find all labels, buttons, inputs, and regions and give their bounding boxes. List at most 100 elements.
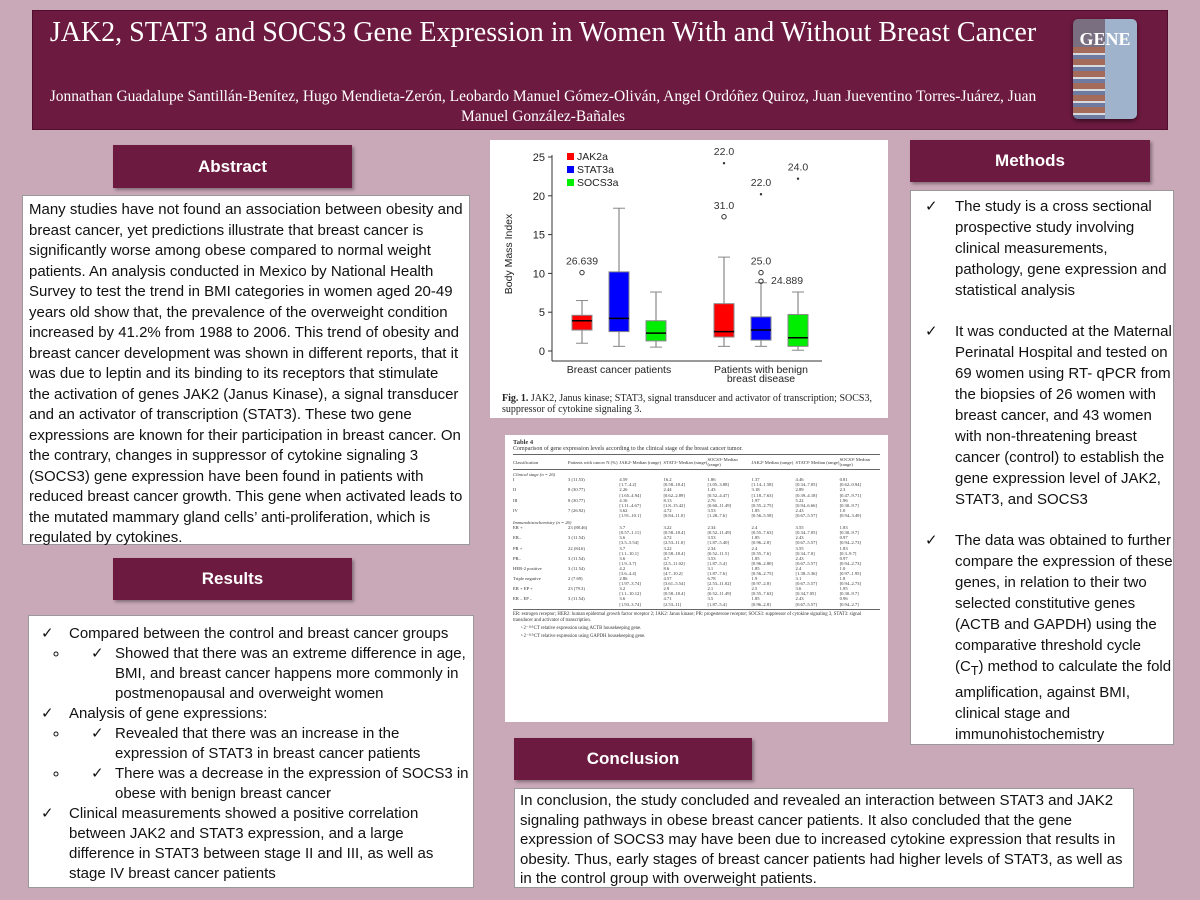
- table-row: II 8 (30.77) 2.26 [1.65–4.94] 2.44 [0.62–2.89…: [513, 487, 880, 497]
- logo-text: GENE: [1079, 29, 1131, 49]
- table-cell: 3.62 [1.91–10.1]: [619, 507, 641, 518]
- table-cell: 3.18 [1.18–7.63]: [751, 487, 773, 498]
- table-note-b: ᵇ 2⁻ᐞᐞCT relative expression using GAPDH…: [521, 633, 646, 639]
- legend-label: SOCS3a: [577, 177, 619, 189]
- column-header: STAT3ᵇ Median (range): [795, 453, 840, 471]
- table-cell: 3.2 [1.1–10.12]: [619, 586, 641, 597]
- y-tick-label: 0: [539, 346, 545, 358]
- checkmark-icon: ✓: [41, 705, 54, 722]
- table-title: Table 4: [513, 439, 534, 446]
- table-row: Triple negative 2 (7.69) 2.86 [1.97–3.74] 4.…: [513, 576, 880, 586]
- y-tick-label: 25: [533, 152, 545, 164]
- table-cell: 6.78 [2.53–11.02]: [707, 576, 732, 587]
- figure-caption: Fig. 1. JAK2, Janus kinase; STAT3, signa…: [502, 393, 882, 415]
- poster-header: JAK2, STAT3 and SOCS3 Gene Expression in…: [32, 10, 1168, 130]
- results-item-text: Clinical measurements showed a positive …: [69, 805, 434, 882]
- table-cell: 2.44 [0.62–2.89]: [663, 487, 685, 498]
- outlier-point: [721, 214, 727, 220]
- table-cell: 3 (11.54): [568, 535, 585, 541]
- table-cell: 2.86 [1.97–3.74]: [619, 576, 641, 587]
- outlier-label: 26.639: [566, 256, 598, 268]
- table-cell: 3 (11.54): [568, 565, 585, 571]
- y-tick-label: 15: [533, 230, 545, 242]
- figure-boxplot: 0 5 10 15 20 25 Body Mass Index Breast cancer p…: [490, 140, 888, 418]
- column-header: JAK2ᵇ Median (range): [751, 453, 796, 471]
- table-cell: 3.53 [1.87–5.40]: [707, 535, 729, 546]
- table-group-row: Clinical stage (n = 26): [513, 470, 880, 478]
- table-row: PR– 3 (11.54) 3.6 [1.9–3.7] 4.7 [2.5–11.02] 3.…: [513, 556, 880, 566]
- table-cell: 4.72 [0.84–11.0]: [663, 507, 685, 518]
- column-header: SOCS3ᵃ Median (range): [707, 453, 752, 471]
- poster-authors: Jonnathan Guadalupe Santillán-Benítez, H…: [49, 88, 1037, 125]
- table-cell: 22 (84.6): [568, 545, 585, 551]
- checkmark-icon: ✓: [91, 645, 104, 662]
- checkmark-icon: ✓: [925, 198, 938, 215]
- table-cell: 2.5 [0.55–7.63]: [751, 586, 773, 597]
- table-cell: 2.1 [0.52–11.49]: [707, 586, 732, 597]
- column-header: Classification: [513, 453, 569, 471]
- table-cell: 3.5 [1.87–5.4]: [707, 596, 752, 610]
- table-cell: 1.9 [0.97–2.8]: [751, 576, 771, 587]
- table-row: ER– 3 (11.54) 3.6 [3.5–5.54] 4.72 [2.53–11.0]…: [513, 535, 880, 545]
- checkmark-icon: ✓: [91, 725, 104, 742]
- table-cell: ER +: [513, 525, 523, 531]
- table-cell: 3.22 [0.58–18.4]: [663, 525, 685, 536]
- table-cell: 2.3 [0.47–9.71]: [839, 487, 862, 498]
- outlier-label: 31.0: [714, 200, 735, 212]
- results-subitem: ✓ Revealed that there was an increase in…: [69, 724, 473, 764]
- table-cell: 3.55 [0.34–7.0]: [795, 545, 815, 556]
- table-cell: 4.59 [1.7–4.2]: [619, 477, 637, 488]
- column-header: STAT3ᵃ Median (range): [663, 453, 708, 471]
- conclusion-text: In conclusion, the study concluded and r…: [514, 788, 1134, 888]
- table-cell: 8 (30.77): [568, 497, 585, 503]
- table-group-label: Immunohistochemistry (n = 26): [513, 520, 572, 526]
- table-cell: IV: [513, 507, 518, 513]
- results-list: ✓ Compared between the control and breast…: [29, 624, 473, 884]
- table-row: III 8 (30.77) 4.16 [1.11–4.67] 8.13 [1.8–15.4…: [513, 498, 880, 508]
- table-cell: 1.43 [0.52–4.47]: [707, 487, 729, 498]
- table-row: HER-2 positive 3 (11.54) 4.2 [3.6–4.4] 8.6 [4…: [513, 566, 880, 576]
- results-subitem: ✓ There was a decrease in the expression …: [69, 764, 473, 804]
- table-cell: 0.81 [0.62–0.94]: [839, 477, 862, 488]
- table-cell: ER – EP –: [513, 596, 569, 610]
- x-category-label: Patients with benign breast disease: [714, 364, 808, 385]
- results-item: ✓ Compared between the control and breast…: [29, 624, 473, 704]
- table-cell: 1.86 [1.05–3.88]: [707, 477, 729, 488]
- table-group-label: Clinical stage (n = 26): [513, 472, 556, 478]
- table-cell: III: [513, 497, 518, 503]
- checkmark-icon: ✓: [925, 532, 938, 549]
- column-header: SOCS3ᵇ Median (range): [839, 453, 880, 471]
- extreme-point: [759, 193, 763, 196]
- results-box: ✓ Compared between the control and breast…: [28, 615, 474, 888]
- table-cell: 2.43 [0.67–5.57]: [795, 535, 817, 546]
- table-cell: 1.85 [0.96–2.8]: [751, 535, 771, 546]
- results-subitem-text: Showed that there was an extreme differe…: [115, 645, 466, 702]
- table-cell: 1.8 [0.94–2.73]: [839, 576, 862, 587]
- table-cell: Triple negative: [513, 576, 541, 582]
- table-cell: 4.71 [2.53–11]: [663, 596, 708, 610]
- table-note-a: ᵃ 2⁻ᐞᐞCT relative expression using ACTB …: [521, 625, 642, 631]
- outlier-label: 22.0: [751, 177, 772, 189]
- box-STAT3a: [750, 316, 772, 341]
- table-cell: 4.2 [3.6–4.4]: [619, 565, 637, 576]
- table-cell: 2.43 [0.67–5.57]: [795, 507, 817, 518]
- table-cell: 1.83 [0.30–9.7]: [839, 525, 859, 536]
- box-JAK2a: [713, 303, 735, 338]
- table-cell: 2.34 [0.52–11.5]: [707, 545, 729, 556]
- table-cell: 1.96 [0.30–9.7]: [839, 497, 859, 508]
- outlier-point: [579, 269, 585, 276]
- results-heading: Results: [113, 558, 352, 600]
- table-cell: 8.6 [4.7–10.2]: [663, 565, 683, 576]
- extreme-point: [796, 177, 800, 180]
- abstract-text: Many studies have not found an associati…: [22, 195, 470, 546]
- table-cell: 1.83 [0.3–9.7]: [839, 545, 857, 556]
- y-tick-label: 10: [533, 268, 545, 280]
- results-subitem-text: There was a decrease in the expression o…: [115, 765, 469, 802]
- table-header-row: Classification Patients with cancer N (%)…: [513, 453, 880, 471]
- table-cell: 3.22 [0.58–18.4]: [663, 545, 685, 556]
- table-cell: 2.4 [0.55–7.6]: [751, 545, 771, 556]
- methods-item: ✓ The study is a cross sectional prospect…: [925, 198, 1167, 299]
- legend-swatch: [567, 179, 574, 186]
- results-item-text: Compared between the control and breast …: [69, 625, 449, 642]
- table-row: ER + 23 (88.46) 3.7 [0.57–1.11] 3.22 [0.58–18…: [513, 525, 880, 535]
